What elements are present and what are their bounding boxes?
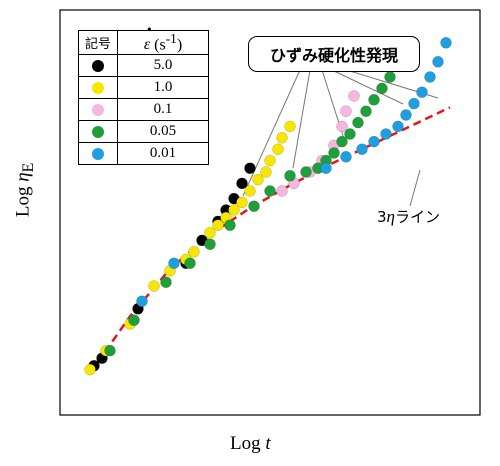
data-point-series-1 [236,196,248,209]
x-axis-label: Log t [230,433,271,454]
reference-line-label: 3ηライン [377,207,440,226]
arrow-6 [409,169,421,207]
data-point-series-3 [160,276,172,288]
data-point-series-3 [376,82,388,95]
data-point-series-4 [416,86,428,98]
data-point-series-2 [336,120,348,133]
arrow-1 [242,69,301,197]
data-point-series-3 [128,314,140,326]
annotation-callout: ひずみ硬化性発現 [248,36,420,72]
data-point-series-3 [328,147,340,159]
data-point-series-0 [244,162,256,174]
plot-frame [59,9,481,416]
data-point-series-4 [356,143,368,155]
data-point-series-2 [340,105,352,117]
data-point-series-3 [284,170,296,182]
data-point-series-3 [368,94,380,106]
data-point-series-3 [344,128,356,140]
data-point-series-3 [248,200,260,212]
legend-value: 0.01 [117,142,209,166]
arrow-2 [292,69,311,169]
data-point-series-0 [236,177,248,190]
data-point-series-4 [168,257,180,269]
legend-value: 5.0 [117,54,209,78]
arrow-4 [331,69,404,105]
data-point-series-1 [212,219,224,231]
data-point-series-3 [184,257,196,269]
data-point-series-4 [400,109,412,121]
data-point-series-3 [104,344,116,357]
legend-row: 5.0 [78,54,209,78]
data-point-series-3 [224,219,236,231]
data-point-series-4 [320,162,332,174]
data-point-series-1 [148,280,160,292]
data-point-series-1 [188,246,200,258]
data-point-series-3 [264,185,276,197]
legend-row: 0.01 [78,142,209,166]
legend-header: 記号 ε (s-1) [78,23,209,56]
data-point-series-3 [352,116,364,129]
data-point-series-1 [264,154,276,167]
data-point-series-4 [440,37,452,49]
data-point-series-1 [272,143,284,155]
data-point-series-2 [276,185,288,197]
legend-marker [92,60,104,73]
data-point-series-2 [348,90,360,102]
legend: 記号 ε (s-1) 5.0 1.0 0.1 0.05 0.01 [78,23,209,166]
legend-header-symbol: 記号 [78,29,118,56]
data-point-series-4 [408,97,420,110]
data-point-series-3 [336,135,348,148]
legend-row: 0.1 [78,98,209,122]
data-point-series-4 [368,135,380,148]
data-point-series-1 [84,363,96,376]
data-point-series-3 [384,71,396,83]
legend-marker [92,82,104,95]
legend-row: 1.0 [78,76,209,100]
data-point-series-4 [392,120,404,133]
data-point-series-4 [136,295,148,307]
data-point-series-4 [380,128,392,140]
data-point-series-1 [244,185,256,197]
data-point-series-1 [260,166,272,178]
data-point-series-3 [204,238,216,250]
legend-value: 1.0 [117,76,209,100]
y-axis-label: Log ηE [12,162,37,218]
data-point-series-1 [252,173,264,186]
data-point-series-1 [228,204,240,216]
data-point-series-1 [276,132,288,144]
legend-marker [92,148,104,161]
data-point-series-3 [300,166,312,178]
annotation-text: ひずみ硬化性発現 [269,46,398,65]
legend-marker [92,126,104,139]
legend-row: 0.05 [78,120,209,144]
data-point-series-1 [284,120,296,133]
legend-marker [92,104,104,117]
legend-header-rate: ε (s-1) [117,23,209,56]
data-point-series-3 [360,105,372,117]
data-point-series-1 [204,227,216,239]
legend-value: 0.05 [117,120,209,144]
data-point-series-4 [424,71,436,83]
legend-value: 0.1 [117,98,209,122]
data-point-series-4 [432,56,444,68]
data-point-series-4 [340,151,352,163]
